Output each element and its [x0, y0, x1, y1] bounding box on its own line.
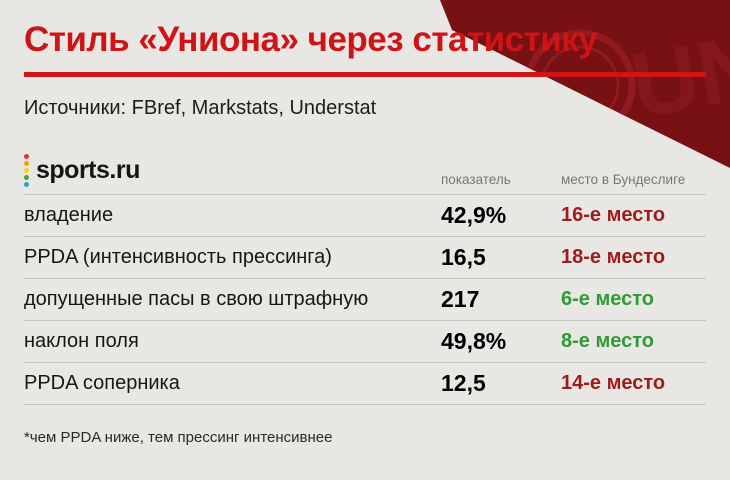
- logo-dot: [24, 174, 29, 180]
- metric-label: допущенные пасы в свою штрафную: [24, 287, 369, 310]
- column-header-value: показатель: [441, 171, 511, 187]
- union-berlin-corner-decoration: UN: [440, 0, 730, 168]
- content: Стиль «Униона» через статистику Источник…: [24, 20, 706, 446]
- table-row: наклон поля 49,8% 8-е место: [24, 321, 706, 363]
- logo-dot: [24, 153, 29, 159]
- league-place: 18-е место: [561, 245, 666, 268]
- metric-value: 217: [441, 285, 480, 312]
- table-header-row: sports.ru показатель место в Бундеслиге: [24, 153, 706, 195]
- sports-ru-dots-icon: [24, 153, 29, 187]
- metric-label: PPDA соперника: [24, 371, 180, 394]
- table-row: допущенные пасы в свою штрафную 217 6-е …: [24, 279, 706, 321]
- metric-label: владение: [24, 203, 114, 226]
- metric-value: 49,8%: [441, 327, 507, 354]
- logo-dot: [24, 181, 29, 187]
- league-place: 8-е место: [561, 329, 654, 352]
- metric-value: 12,5: [441, 369, 486, 396]
- logo-dot: [24, 160, 29, 166]
- league-place: 14-е место: [561, 371, 666, 394]
- sports-ru-logo: sports.ru: [24, 153, 441, 187]
- league-place: 6-е место: [561, 287, 654, 310]
- column-header-place: место в Бундеслиге: [561, 171, 686, 187]
- page-title: Стиль «Униона» через статистику: [24, 20, 598, 59]
- footnote: *чем PPDA ниже, тем прессинг интенсивнее: [24, 428, 333, 446]
- metric-label: PPDA (интенсивность прессинга): [24, 245, 332, 268]
- title-underline: [24, 71, 706, 77]
- sports-ru-logo-text: sports.ru: [36, 155, 140, 184]
- logo-dot: [24, 167, 29, 173]
- table-row: PPDA соперника 12,5 14-е место: [24, 363, 706, 405]
- metric-value: 16,5: [441, 243, 486, 270]
- league-place: 16-е место: [561, 203, 666, 226]
- table-row: PPDA (интенсивность прессинга) 16,5 18-е…: [24, 237, 706, 279]
- metric-label: наклон поля: [24, 329, 139, 352]
- sources-line: Источники: FBref, Markstats, Understat: [24, 96, 377, 119]
- table-row: владение 42,9% 16-е место: [24, 195, 706, 237]
- metric-value: 42,9%: [441, 201, 507, 228]
